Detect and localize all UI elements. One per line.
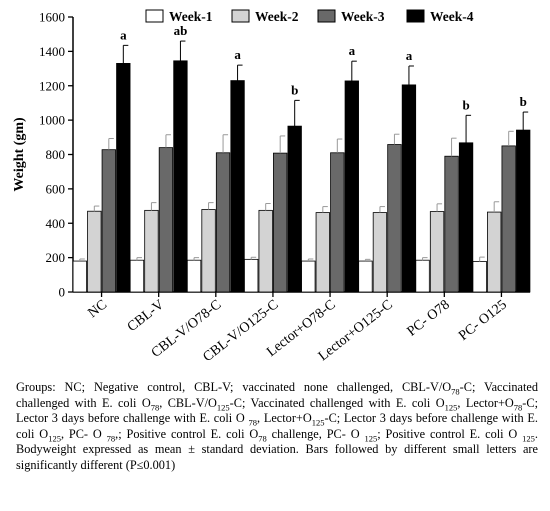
y-tick-label: 1400 <box>39 44 65 59</box>
caption-text: Groups: NC; Negative control, CBL-V; vac… <box>16 380 452 394</box>
bar-week-3-6 <box>444 155 459 293</box>
caption-text: . Bodyweight expressed as mean ± standar… <box>16 426 538 472</box>
bar-week-1-6 <box>415 259 430 293</box>
legend-label: Week-2 <box>255 9 299 24</box>
y-tick-label: 200 <box>46 250 66 265</box>
legend-swatch-week-1 <box>145 9 164 23</box>
bar-week-2-0 <box>87 210 102 293</box>
caption-subscript: 125 <box>364 433 378 444</box>
bar-week-1-1 <box>129 259 145 293</box>
y-tick-label: 800 <box>46 147 66 162</box>
caption-text: challenge, PC- O <box>266 426 365 441</box>
caption-text: ,; Positive control E. coli O <box>115 426 259 441</box>
caption-subscript: 78 <box>106 433 116 444</box>
bar-week-2-3 <box>258 209 273 293</box>
bar-week-1-7 <box>472 261 487 293</box>
caption-text: -C; Vaccinated challenged with E. coli O <box>229 395 445 410</box>
bar-week-3-7 <box>501 145 516 293</box>
y-tick-label: 1200 <box>39 78 65 93</box>
bar-week-3-1 <box>158 147 174 293</box>
y-tick-label: 400 <box>46 216 66 231</box>
significance-letter: b <box>462 97 469 112</box>
bar-week-3-5 <box>387 144 402 293</box>
caption-subscript: 78 <box>451 386 460 397</box>
bar-week-2-6 <box>429 211 445 293</box>
bar-week-2-2 <box>201 209 216 293</box>
legend-label: Week-3 <box>341 9 385 24</box>
bar-week-1-2 <box>186 259 202 293</box>
bar-week-4-2 <box>230 80 245 293</box>
caption-text: , PC- O <box>60 426 107 441</box>
bar-chart: 0 200 400 600 800 1000 1200 1400 1600 Weight (gm)… <box>12 9 531 365</box>
bar-week-4-0 <box>116 63 131 293</box>
caption-subscript: 78 <box>258 433 267 444</box>
caption-text: ; Positive control E. coli O <box>377 426 523 441</box>
significance-letter: b <box>520 94 527 109</box>
significance-letter: b <box>291 82 298 97</box>
legend-label: Week-1 <box>169 9 213 24</box>
bar-week-2-4 <box>315 212 330 293</box>
bar-week-4-6 <box>458 142 474 293</box>
bar-week-4-5 <box>401 84 417 293</box>
legend-label: Week-4 <box>430 9 474 24</box>
caption-subscript: 125 <box>444 402 458 413</box>
figure-caption: Groups: NC; Negative control, CBL-V; vac… <box>16 380 538 474</box>
significance-letter: a <box>234 47 241 62</box>
caption-subscript: 125 <box>48 433 61 444</box>
caption-subscript: 78 <box>248 417 258 428</box>
caption-text: -C; Lector 3 days before challenge with … <box>16 411 538 441</box>
bar-week-4-3 <box>287 125 302 293</box>
caption-subscript: 125 <box>311 417 325 428</box>
bar-week-1-3 <box>244 258 259 293</box>
y-tick-label: 0 <box>59 285 66 300</box>
y-tick-label: 600 <box>46 181 66 196</box>
caption-subscript: 125 <box>522 433 535 444</box>
significance-letter: a <box>406 48 413 63</box>
x-tick-label: PC- O125 <box>456 297 510 344</box>
bar-week-4-7 <box>516 129 531 293</box>
legend-swatch-week-3 <box>317 9 336 23</box>
caption-text: -C; Lector 3 days before challenge with … <box>16 395 538 426</box>
y-tick-label: 1000 <box>39 113 65 128</box>
caption-subscript: 125 <box>216 402 230 413</box>
bar-week-1-5 <box>358 260 373 293</box>
caption-text: -C; Vaccinated challenged with E. coli O <box>16 380 538 410</box>
significance-letter: a <box>349 43 356 58</box>
bar-week-3-4 <box>330 152 345 293</box>
bar-week-2-1 <box>144 209 159 293</box>
significance-letter: ab <box>174 23 188 38</box>
bar-week-3-0 <box>101 149 116 293</box>
bar-week-1-0 <box>72 260 87 293</box>
legend-swatch-week-4 <box>406 9 425 23</box>
caption-subscript: 78 <box>150 402 160 413</box>
legend-swatch-week-2 <box>231 9 250 23</box>
bar-week-3-3 <box>273 152 288 293</box>
caption-text: , CBL-V/O <box>159 395 217 410</box>
bar-week-2-7 <box>487 211 502 293</box>
bar-week-3-2 <box>215 152 231 293</box>
bar-week-4-4 <box>344 80 359 293</box>
chart-legend: Week-1 Week-2 Week-3 Week-4 <box>145 9 474 24</box>
x-tick-label: NC <box>85 297 110 321</box>
y-tick-label: 1600 <box>39 10 65 25</box>
bar-week-1-4 <box>301 260 316 293</box>
caption-text: , Lector+O <box>257 411 312 426</box>
x-tick-label: PC- O78 <box>405 297 453 339</box>
caption-text: , Lector+O <box>457 395 514 410</box>
caption-subscript: 78 <box>513 402 523 413</box>
bar-week-2-5 <box>372 212 388 293</box>
y-axis-label: Weight (gm) <box>12 117 27 192</box>
bar-week-4-1 <box>173 60 188 293</box>
x-tick-label: CBL-V <box>125 297 167 335</box>
significance-letter: a <box>120 27 127 42</box>
